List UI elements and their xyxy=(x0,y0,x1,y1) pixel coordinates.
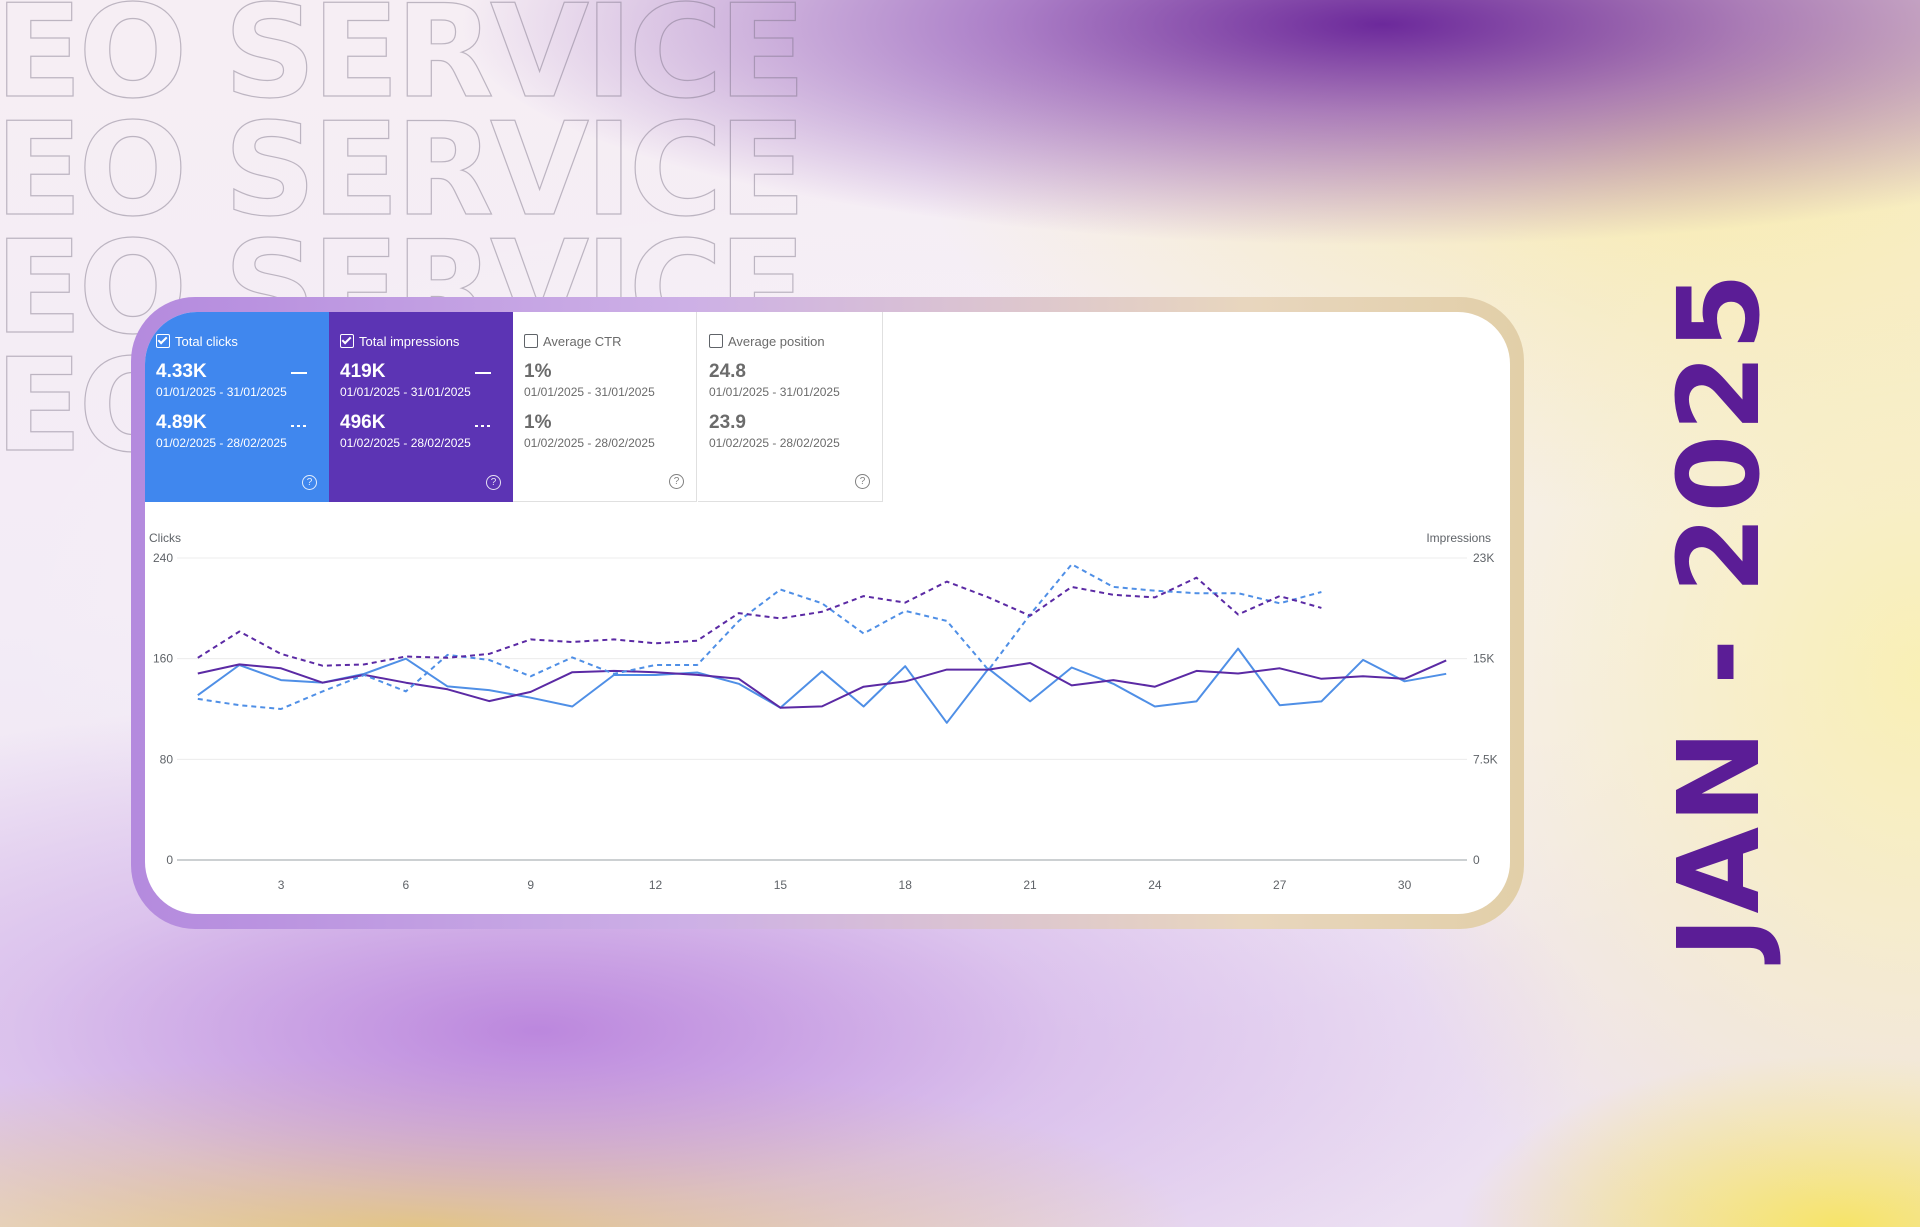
side-title: JAN - 2025 xyxy=(1655,269,1785,959)
y-right-tick-label: 23K xyxy=(1473,551,1494,565)
x-tick-label: 12 xyxy=(649,878,663,892)
metric-current-value: 419K xyxy=(340,361,386,382)
metric-current-range: 01/01/2025 - 31/01/2025 xyxy=(156,385,287,399)
checkbox-checked-icon[interactable] xyxy=(340,334,354,348)
help-icon[interactable]: ? xyxy=(302,475,317,490)
watermark-line-2: EO SERVICE xyxy=(0,96,802,245)
metric-previous-value: 23.9 xyxy=(709,412,746,433)
metric-card-total-impressions[interactable]: Total impressions 419K 01/01/2025 - 31/0… xyxy=(329,312,513,502)
metric-previous-range: 01/02/2025 - 28/02/2025 xyxy=(340,436,471,450)
metric-card-total-clicks[interactable]: Total clicks 4.33K 01/01/2025 - 31/01/20… xyxy=(145,312,329,502)
metric-previous-value: 496K xyxy=(340,412,386,433)
metric-previous-range: 01/02/2025 - 28/02/2025 xyxy=(709,436,840,450)
dashed-line-legend-icon xyxy=(291,425,307,427)
chart-gridlines xyxy=(177,557,1467,861)
y-left-tick-label: 240 xyxy=(153,551,173,565)
x-tick-label: 3 xyxy=(278,878,285,892)
y-axis-right-label: Impressions xyxy=(1426,531,1491,545)
metric-card-average-position[interactable]: Average position 24.8 01/01/2025 - 31/01… xyxy=(698,312,883,502)
help-icon[interactable]: ? xyxy=(669,474,684,489)
metric-header[interactable]: Average position xyxy=(709,333,882,349)
metric-current-value: 1% xyxy=(524,361,552,382)
metric-label: Total clicks xyxy=(175,333,238,349)
series-line-clicks_current xyxy=(197,647,1447,724)
x-tick-label: 30 xyxy=(1398,878,1412,892)
metric-previous-range: 01/02/2025 - 28/02/2025 xyxy=(156,436,287,450)
chart-tick-labels: 0 0 80 7.5K 160 15K 240 23K 3 6 9 12 15 18 21 24 27 30 xyxy=(153,551,1498,892)
metric-previous-value: 1% xyxy=(524,412,552,433)
help-icon[interactable]: ? xyxy=(486,475,501,490)
x-tick-label: 15 xyxy=(774,878,788,892)
metric-header[interactable]: Total impressions xyxy=(340,333,513,349)
checkbox-checked-icon[interactable] xyxy=(156,334,170,348)
chart-series xyxy=(197,563,1447,724)
metric-current-range: 01/01/2025 - 31/01/2025 xyxy=(709,385,840,399)
metric-previous-value: 4.89K xyxy=(156,412,207,433)
metric-current-range: 01/01/2025 - 31/01/2025 xyxy=(524,385,655,399)
y-left-tick-label: 0 xyxy=(166,853,173,867)
solid-line-legend-icon xyxy=(475,372,491,374)
checkbox-empty-icon[interactable] xyxy=(524,334,538,348)
watermark-line-1: EO SERVICE xyxy=(0,0,802,127)
y-left-tick-label: 160 xyxy=(153,652,173,666)
x-tick-label: 24 xyxy=(1148,878,1162,892)
series-line-impressions_current xyxy=(197,659,1447,709)
performance-panel: Total clicks 4.33K 01/01/2025 - 31/01/20… xyxy=(145,312,1510,914)
metric-label: Average position xyxy=(728,333,825,349)
y-left-tick-label: 80 xyxy=(160,752,174,766)
y-axis-left-label: Clicks xyxy=(149,531,181,545)
metric-current-range: 01/01/2025 - 31/01/2025 xyxy=(340,385,471,399)
y-right-tick-label: 7.5K xyxy=(1473,752,1498,766)
x-tick-label: 18 xyxy=(899,878,913,892)
metric-header[interactable]: Average CTR xyxy=(524,333,696,349)
y-right-tick-label: 0 xyxy=(1473,853,1480,867)
solid-line-legend-icon xyxy=(291,372,307,374)
metric-current-value: 4.33K xyxy=(156,361,207,382)
metric-card-average-ctr[interactable]: Average CTR 1% 01/01/2025 - 31/01/2025 1… xyxy=(513,312,697,502)
metric-label: Average CTR xyxy=(543,333,622,349)
x-tick-label: 27 xyxy=(1273,878,1287,892)
metric-current-value: 24.8 xyxy=(709,361,746,382)
x-tick-label: 6 xyxy=(403,878,410,892)
y-right-tick-label: 15K xyxy=(1473,652,1494,666)
x-tick-label: 9 xyxy=(527,878,534,892)
metric-header[interactable]: Total clicks xyxy=(156,333,329,349)
series-line-clicks_previous xyxy=(197,563,1322,710)
x-tick-label: 21 xyxy=(1023,878,1037,892)
performance-chart: 0 0 80 7.5K 160 15K 240 23K 3 6 9 12 15 18 21 24 27 30 Cl… xyxy=(149,531,1498,892)
help-icon[interactable]: ? xyxy=(855,474,870,489)
checkbox-empty-icon[interactable] xyxy=(709,334,723,348)
dashed-line-legend-icon xyxy=(475,425,491,427)
metric-label: Total impressions xyxy=(359,333,460,349)
series-line-impressions_previous xyxy=(197,576,1322,667)
metric-previous-range: 01/02/2025 - 28/02/2025 xyxy=(524,436,655,450)
